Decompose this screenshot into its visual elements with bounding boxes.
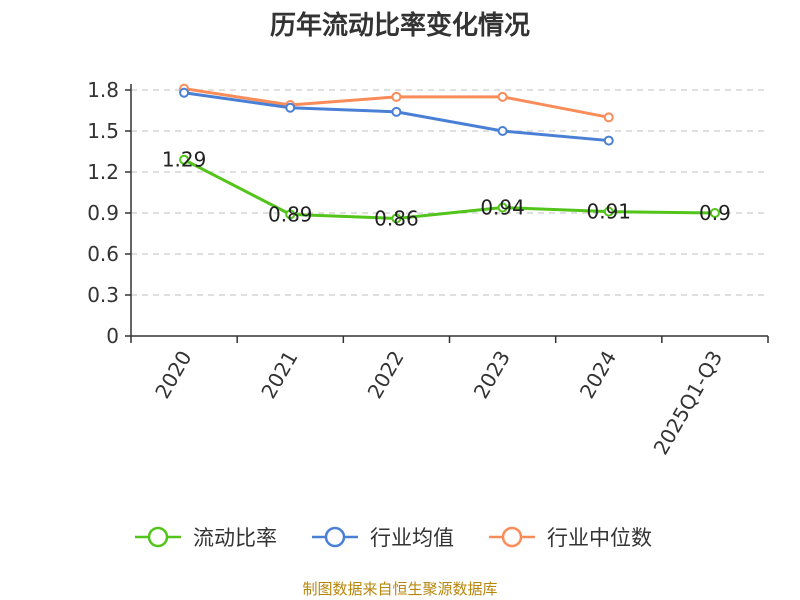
x-tick-label: 2021 — [256, 347, 302, 403]
data-point — [179, 154, 190, 165]
data-point — [497, 126, 508, 136]
y-tick-label: 0 — [106, 324, 119, 348]
data-point — [603, 135, 614, 146]
data-label: 0.94 — [480, 196, 525, 220]
data-label: 0.9 — [699, 201, 731, 225]
y-tick-label: 1.5 — [87, 119, 119, 143]
y-tick-label: 1.8 — [87, 78, 119, 102]
x-tick-label: 2022 — [363, 347, 409, 403]
x-tick-label: 2020 — [150, 347, 196, 403]
data-label: 0.91 — [586, 200, 631, 224]
axes: 0 0.3 0.6 0.9 1.2 1.5 1.8 2020 2021 2022 2023 2024 2… — [87, 78, 769, 459]
data-point — [391, 213, 402, 224]
legend-label: 行业中位数 — [547, 526, 652, 550]
data-point — [497, 91, 508, 102]
data-label: 0.89 — [268, 202, 313, 226]
legend-label: 流动比率 — [193, 526, 277, 550]
data-label: 1.29 — [162, 148, 207, 172]
data-point — [497, 202, 508, 213]
x-tick-label: 2023 — [469, 347, 515, 403]
data-point — [603, 206, 614, 217]
data-point — [391, 106, 402, 117]
data-point — [285, 209, 296, 220]
y-tick-label: 0.3 — [87, 283, 119, 307]
legend-label: 行业均值 — [370, 526, 454, 550]
x-tick-label: 2025Q1-Q3 — [649, 347, 728, 459]
data-labels: 1.29 0.89 0.86 0.94 0.91 0.9 — [162, 148, 731, 231]
data-label: 0.86 — [374, 206, 419, 230]
legend-swatch-marker — [501, 526, 523, 548]
y-tick-label: 0.6 — [87, 242, 119, 266]
source-footer: 制图数据来自恒生聚源数据库 — [302, 580, 497, 598]
data-point — [603, 112, 614, 123]
legend: 流动比率 行业均值 行业中位数 — [135, 526, 652, 550]
data-point — [285, 102, 296, 113]
series-lines — [179, 83, 720, 224]
data-point — [179, 87, 190, 98]
legend-swatch-marker — [324, 526, 346, 548]
legend-swatch-marker — [147, 526, 169, 548]
series-line-0 — [183, 158, 715, 220]
y-tick-label: 0.9 — [87, 201, 119, 225]
x-tick-label: 2024 — [575, 347, 621, 403]
data-point — [709, 208, 720, 218]
data-point — [391, 91, 402, 102]
chart-title: 历年流动比率变化情况 — [270, 10, 530, 41]
y-tick-label: 1.2 — [87, 160, 119, 184]
